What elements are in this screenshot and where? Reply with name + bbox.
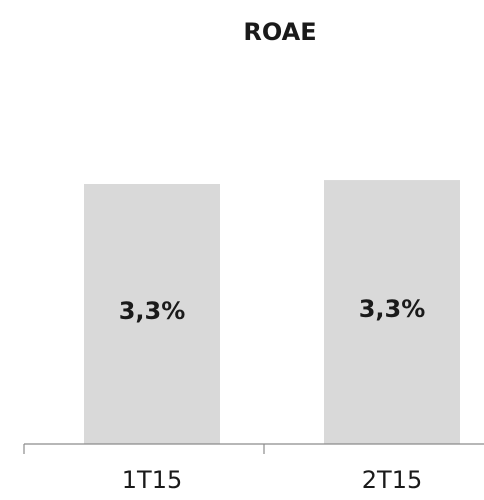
x-axis xyxy=(23,443,484,454)
bar xyxy=(324,180,460,444)
bar xyxy=(84,184,220,444)
chart-title: ROAE xyxy=(243,18,316,46)
x-tick-label: 1T15 xyxy=(122,466,182,494)
bars-group xyxy=(84,180,460,444)
x-tick-label: 2T15 xyxy=(362,466,422,494)
data-label: 3,3% xyxy=(119,297,186,325)
data-label: 3,3% xyxy=(359,295,426,323)
labels-group: 3,3% 1T15 3,3% 2T15 xyxy=(119,295,426,494)
